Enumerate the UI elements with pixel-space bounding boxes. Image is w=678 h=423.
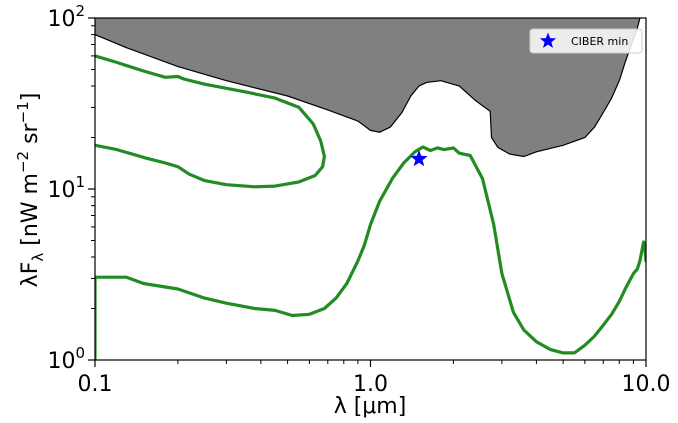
series-line-loop xyxy=(95,54,326,189)
y-tick-label: 100 xyxy=(47,344,85,374)
legend-star-icon xyxy=(539,32,557,48)
data-point-star xyxy=(410,149,428,167)
x-tick-label: 10.0 xyxy=(622,372,671,397)
x-tick-label: 1.0 xyxy=(353,372,388,397)
series-line-curve xyxy=(95,145,646,360)
y-axis-title: λFλ [nW m−2 sr−1] xyxy=(14,93,47,288)
legend: CIBER min xyxy=(529,28,643,54)
y-tick-label: 101 xyxy=(47,173,85,203)
upper-limit-edge xyxy=(95,18,641,158)
upper-limit-fill xyxy=(95,18,640,157)
legend-label: CIBER min xyxy=(571,35,628,48)
x-tick-label: 0.1 xyxy=(78,372,113,397)
legend-box xyxy=(529,28,643,54)
y-tick-label: 102 xyxy=(47,2,85,32)
x-axis-title: λ [μm] xyxy=(334,394,407,419)
